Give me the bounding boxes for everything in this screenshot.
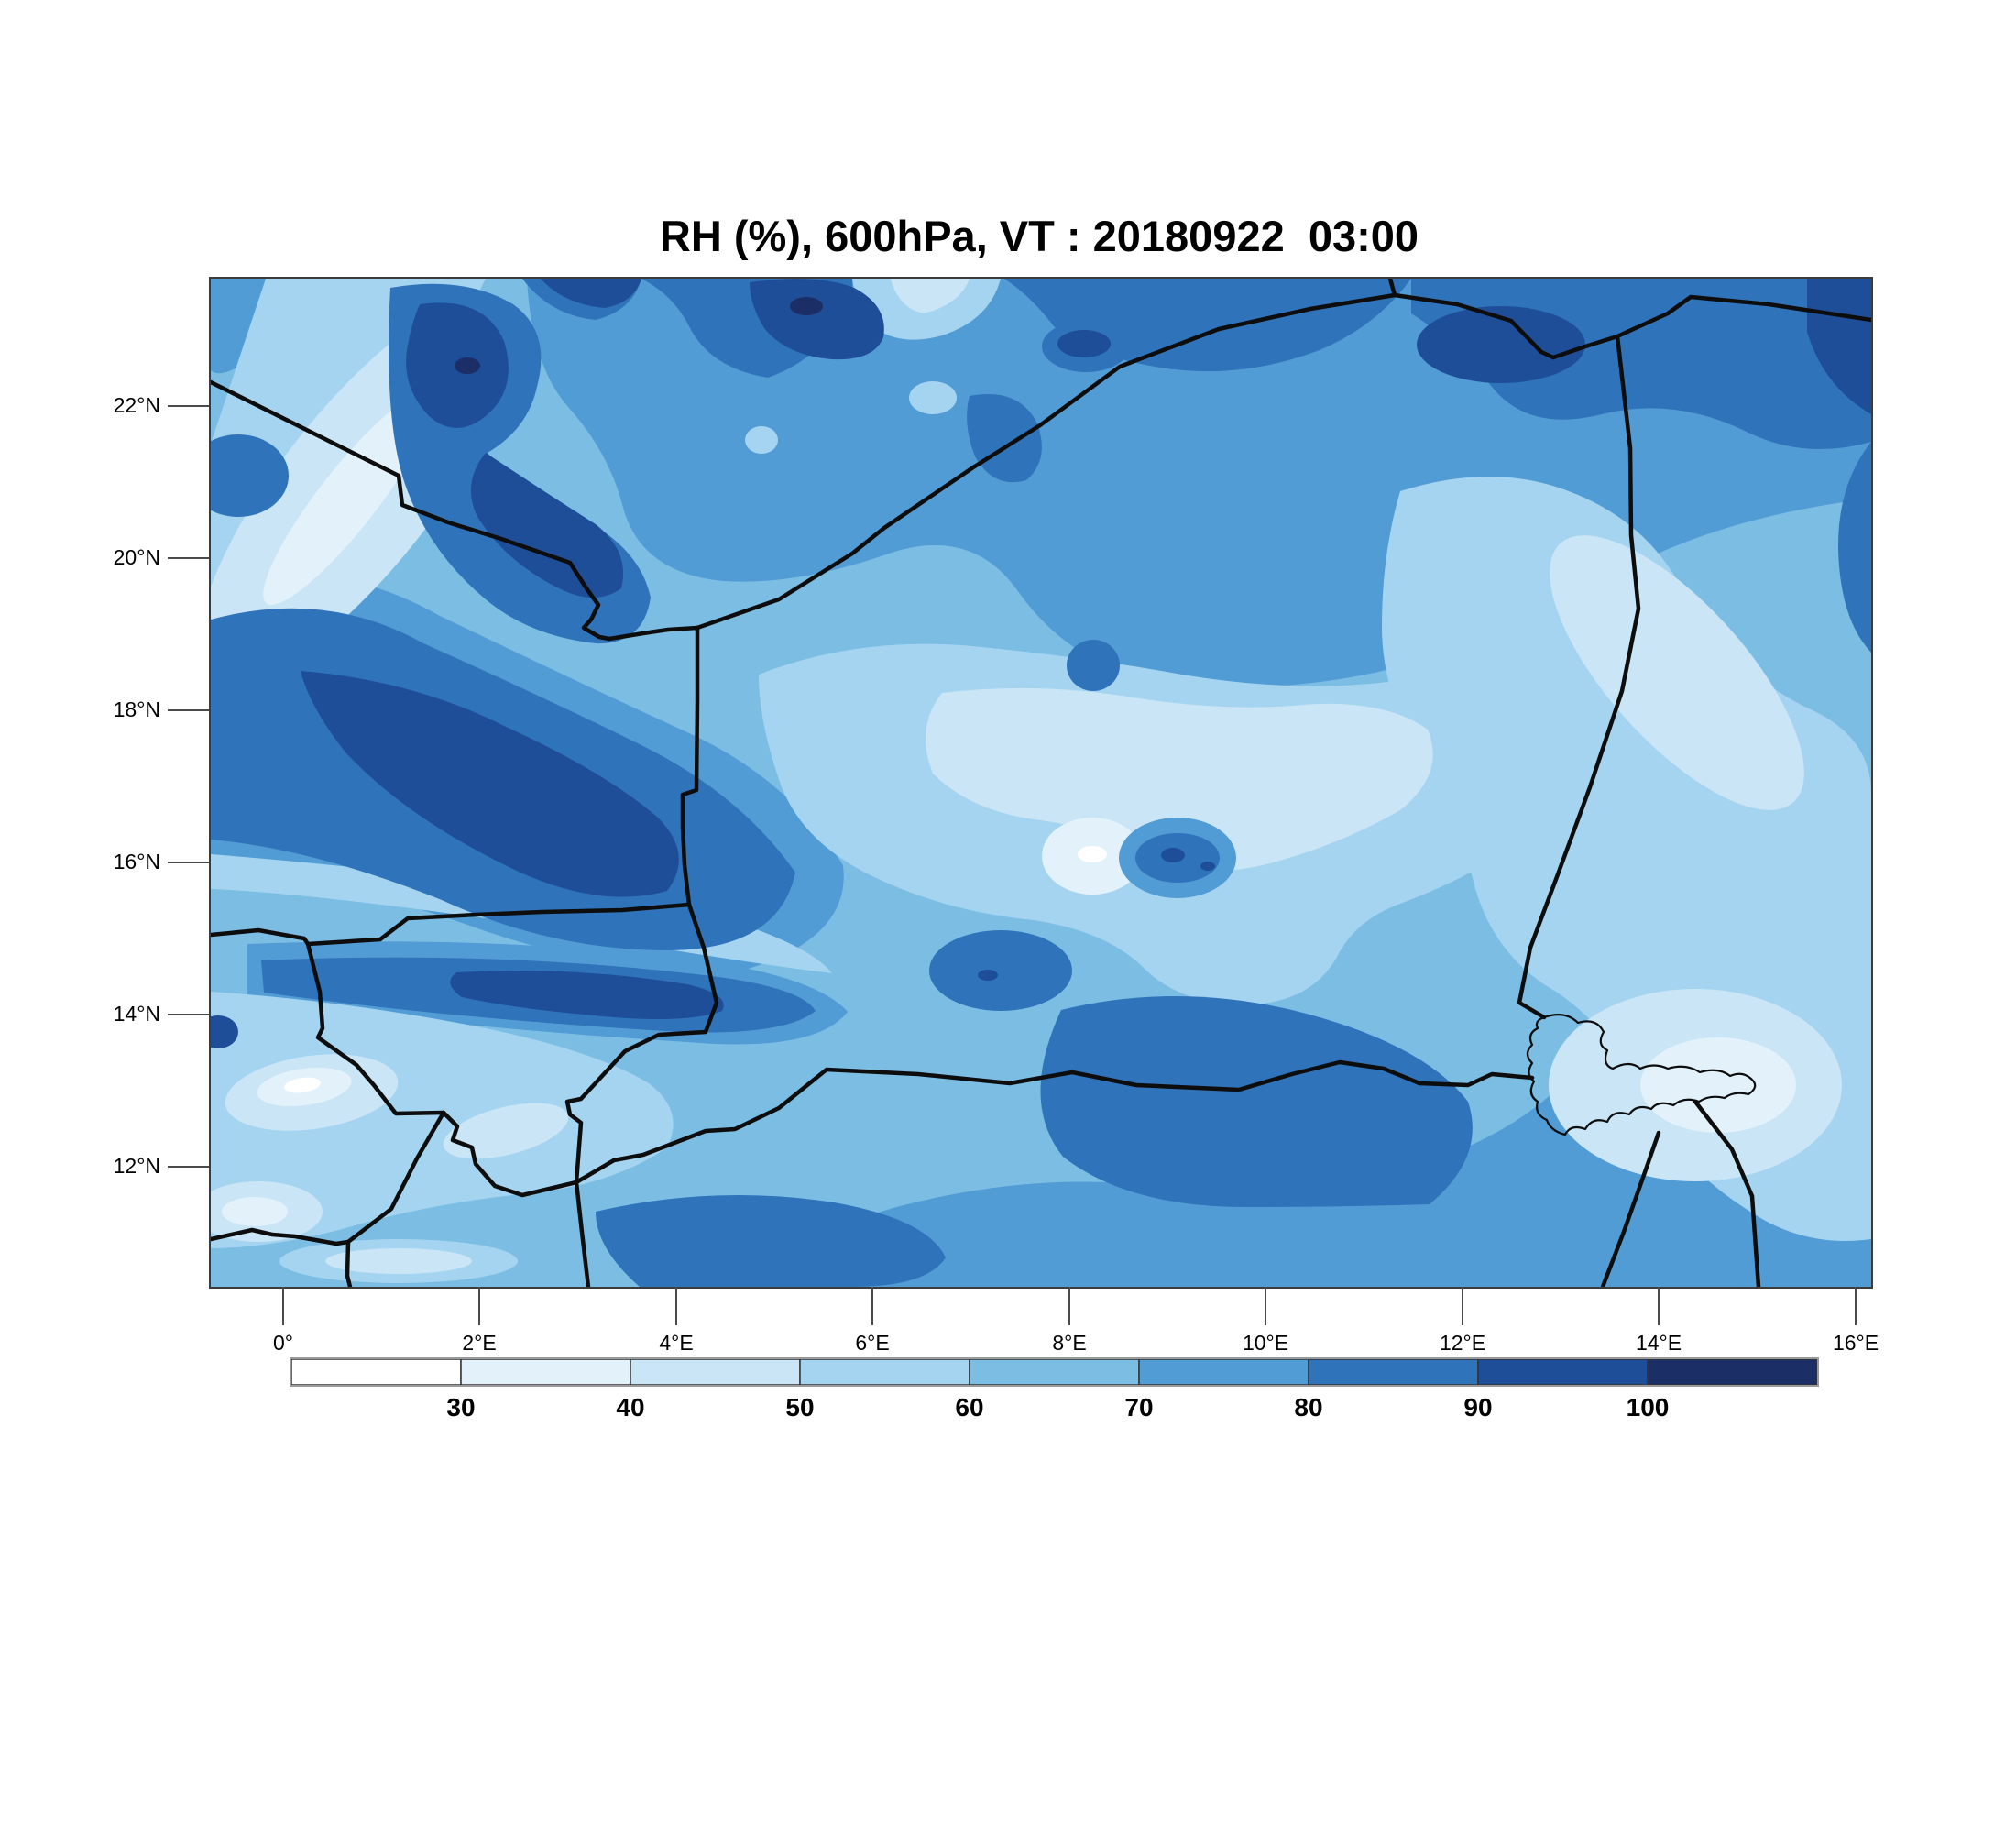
contour-fill-90-100 bbox=[211, 279, 1871, 1048]
colorbar-label: 100 bbox=[1626, 1393, 1670, 1421]
y-tick-label: 16°N bbox=[113, 850, 160, 873]
border-algeria-niger bbox=[695, 292, 1397, 631]
x-tick-16e bbox=[1855, 1287, 1857, 1325]
y-tick-16n bbox=[168, 862, 209, 863]
x-tick-2e bbox=[478, 1287, 480, 1325]
y-tick-label: 14°N bbox=[113, 1002, 160, 1026]
y-tick-label: 22°N bbox=[113, 393, 160, 417]
country-borders bbox=[211, 279, 1871, 1287]
y-tick-20n bbox=[168, 557, 209, 559]
x-tick-label: 14°E bbox=[1635, 1331, 1682, 1355]
border-mali-niger-west bbox=[680, 625, 700, 907]
border-niger-chad bbox=[1517, 334, 1641, 1020]
border-benin-niger bbox=[574, 1180, 591, 1287]
y-tick-12n bbox=[168, 1166, 209, 1168]
border-libya-niger-chad bbox=[1392, 292, 1871, 360]
y-tick-label: 12°N bbox=[113, 1154, 160, 1178]
colorbar-seg-80-90 bbox=[1308, 1358, 1479, 1386]
colorbar-seg-30-40 bbox=[460, 1358, 631, 1386]
colorbar-label: 90 bbox=[1463, 1393, 1493, 1421]
x-tick-label: 4°E bbox=[659, 1331, 694, 1355]
y-tick-22n bbox=[168, 405, 209, 407]
x-tick-14e bbox=[1658, 1287, 1660, 1325]
colorbar-seg-60-70 bbox=[969, 1358, 1140, 1386]
colorbar-label: 50 bbox=[785, 1393, 815, 1421]
colorbar bbox=[290, 1357, 1819, 1387]
border-algeria-mali bbox=[211, 379, 612, 642]
x-tick-label: 6°E bbox=[855, 1331, 890, 1355]
x-tick-6e bbox=[871, 1287, 873, 1325]
y-tick-label: 20°N bbox=[113, 545, 160, 569]
contour-fill-over-100 bbox=[455, 297, 823, 374]
x-tick-label: 16°E bbox=[1832, 1331, 1879, 1355]
x-tick-label: 2°E bbox=[462, 1331, 497, 1355]
rh-contour-map bbox=[211, 279, 1871, 1287]
contour-fill-30-40 bbox=[222, 392, 1796, 1226]
x-tick-4e bbox=[675, 1287, 677, 1325]
plot-title: RH (%), 600hPa, VT : 20180922 03:00 bbox=[659, 212, 1419, 260]
x-tick-0e bbox=[282, 1287, 284, 1325]
border-niger-nigeria bbox=[574, 1059, 1535, 1185]
map-plot-area bbox=[209, 277, 1873, 1289]
colorbar-seg-70-80 bbox=[1138, 1358, 1309, 1386]
y-tick-label: 18°N bbox=[113, 697, 160, 721]
x-tick-label: 8°E bbox=[1052, 1331, 1087, 1355]
colorbar-label: 80 bbox=[1294, 1393, 1323, 1421]
x-tick-12e bbox=[1462, 1287, 1463, 1325]
y-tick-18n bbox=[168, 709, 209, 711]
border-burkina-mali bbox=[305, 941, 446, 1116]
border-mali-niger-north bbox=[607, 625, 700, 642]
border-nigeria-cameroon bbox=[1600, 1130, 1661, 1287]
lake-chad-outline bbox=[1526, 1013, 1757, 1136]
x-tick-label: 10°E bbox=[1242, 1331, 1289, 1355]
x-tick-label: 0° bbox=[273, 1331, 293, 1355]
x-tick-8e bbox=[1068, 1287, 1070, 1325]
border-bottom-left bbox=[211, 1110, 446, 1246]
colorbar-seg-50-60 bbox=[799, 1358, 970, 1386]
colorbar-svg bbox=[290, 1358, 1818, 1386]
border-algeria-libya bbox=[1387, 279, 1397, 298]
colorbar-seg-40-50 bbox=[630, 1358, 801, 1386]
colorbar-label: 70 bbox=[1124, 1393, 1154, 1421]
colorbar-seg-90-100 bbox=[1477, 1358, 1649, 1386]
colorbar-label: 40 bbox=[616, 1393, 645, 1421]
border-benin-togo bbox=[345, 1239, 353, 1287]
border-burkina-benin bbox=[441, 1110, 579, 1198]
x-tick-10e bbox=[1265, 1287, 1266, 1325]
colorbar-label: 30 bbox=[446, 1393, 476, 1421]
colorbar-seg-under-30 bbox=[290, 1358, 462, 1386]
x-tick-label: 12°E bbox=[1439, 1331, 1486, 1355]
contour-fill-under-30 bbox=[284, 846, 1107, 1093]
colorbar-seg-over-100 bbox=[1647, 1358, 1818, 1386]
colorbar-label: 60 bbox=[955, 1393, 984, 1421]
border-niger-burkina bbox=[564, 902, 719, 1185]
border-mali-south bbox=[211, 902, 692, 947]
y-tick-14n bbox=[168, 1014, 209, 1015]
border-cameroon-chad bbox=[1693, 1099, 1761, 1287]
